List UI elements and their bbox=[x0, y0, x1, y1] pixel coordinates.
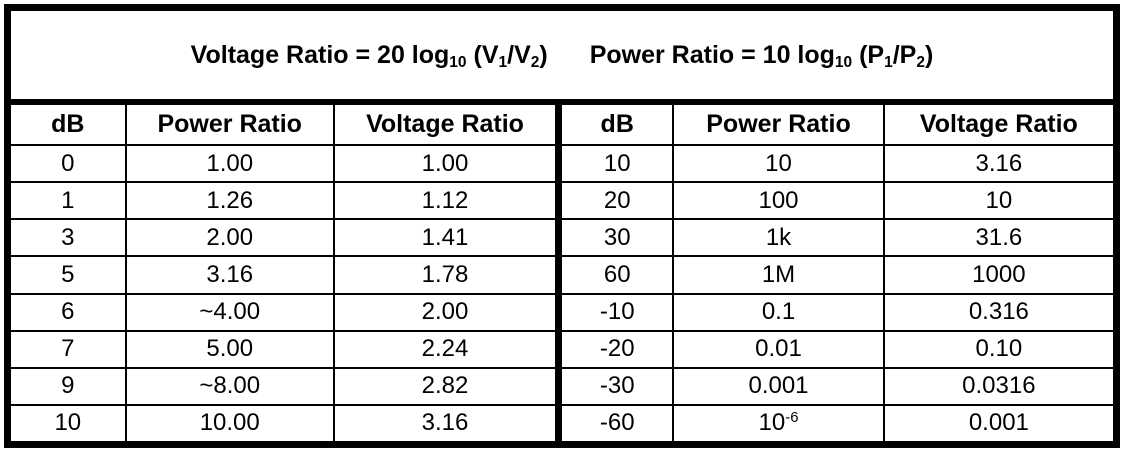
table-cell: 0.01 bbox=[672, 329, 885, 369]
table-cell: 2.24 bbox=[332, 329, 560, 369]
table-cell: 10 bbox=[11, 403, 127, 441]
table-cell: 1k bbox=[672, 218, 885, 258]
table-cell: 0.1 bbox=[672, 292, 885, 332]
table-cell: 20 bbox=[555, 181, 675, 221]
table-cell: 0.001 bbox=[672, 366, 885, 406]
table-cell: 3.16 bbox=[882, 143, 1113, 184]
table-cell: 3 bbox=[11, 218, 127, 258]
column-header: Power Ratio bbox=[672, 105, 885, 146]
table-cell: 10 bbox=[882, 181, 1113, 221]
table-cell: 100 bbox=[672, 181, 885, 221]
table-body: 0 1.00 1.00 10 10 3.16 1 1.26 1.12 20 100 10 3 2.00 1.… bbox=[11, 143, 1113, 441]
outer-frame: Voltage Ratio = 20 log10 (V1/V2) Power R… bbox=[4, 4, 1120, 448]
column-header: Voltage Ratio bbox=[882, 105, 1113, 146]
table-cell: 0.0316 bbox=[882, 366, 1113, 406]
table-cell: 0 bbox=[11, 143, 127, 184]
table-cell: 10.00 bbox=[124, 403, 335, 441]
voltage-ratio-formula: Voltage Ratio = 20 log10 (V1/V2) bbox=[190, 40, 548, 71]
table-cell: 1000 bbox=[882, 255, 1113, 295]
table-cell: 1.41 bbox=[332, 218, 560, 258]
table-cell: 5.00 bbox=[124, 329, 335, 369]
table-cell: 10 bbox=[555, 143, 675, 184]
table-row: 10 10.00 3.16 -60 10-6 0.001 bbox=[11, 403, 1113, 441]
table-cell: 60 bbox=[555, 255, 675, 295]
table-cell: 30 bbox=[555, 218, 675, 258]
table-header-row-container: dB Power Ratio Voltage Ratio dB Power Ratio V… bbox=[11, 105, 1113, 146]
table-cell: 31.6 bbox=[882, 218, 1113, 258]
table-cell: 3.16 bbox=[332, 403, 560, 441]
table-cell: 2.82 bbox=[332, 366, 560, 406]
table-cell: ~8.00 bbox=[124, 366, 335, 406]
table-row: 7 5.00 2.24 -20 0.01 0.10 bbox=[11, 329, 1113, 369]
table-cell: 2.00 bbox=[124, 218, 335, 258]
table-cell: -10 bbox=[555, 292, 675, 332]
table-cell: 1.00 bbox=[332, 143, 560, 184]
power-ratio-formula: Power Ratio = 10 log10 (P1/P2) bbox=[589, 40, 934, 71]
table-cell: 2.00 bbox=[332, 292, 560, 332]
table-cell: 1 bbox=[11, 181, 127, 221]
table-cell: 6 bbox=[11, 292, 127, 332]
table-cell: 1.00 bbox=[124, 143, 335, 184]
title-area: Voltage Ratio = 20 log10 (V1/V2) Power R… bbox=[11, 11, 1113, 99]
table-cell: 10-6 bbox=[672, 403, 885, 441]
table-cell: 0.316 bbox=[882, 292, 1113, 332]
table-cell: 1M bbox=[672, 255, 885, 295]
table-cell: 1.26 bbox=[124, 181, 335, 221]
table-row: 5 3.16 1.78 60 1M 1000 bbox=[11, 255, 1113, 295]
table-cell: -20 bbox=[555, 329, 675, 369]
column-header: Power Ratio bbox=[124, 105, 335, 146]
table-cell: 9 bbox=[11, 366, 127, 406]
table-row: 3 2.00 1.41 30 1k 31.6 bbox=[11, 218, 1113, 258]
table-cell: 5 bbox=[11, 255, 127, 295]
table-row: 9 ~8.00 2.82 -30 0.001 0.0316 bbox=[11, 366, 1113, 406]
table-cell: 10 bbox=[672, 143, 885, 184]
table-cell: 3.16 bbox=[124, 255, 335, 295]
table-cell: ~4.00 bbox=[124, 292, 335, 332]
table-cell: 1.12 bbox=[332, 181, 560, 221]
column-header: Voltage Ratio bbox=[332, 105, 560, 146]
table-cell: -60 bbox=[555, 403, 675, 441]
table-cell: -30 bbox=[555, 366, 675, 406]
table-cell: 0.10 bbox=[882, 329, 1113, 369]
table-cell: 7 bbox=[11, 329, 127, 369]
table-cell: 0.001 bbox=[882, 403, 1113, 441]
table-cell: 1.78 bbox=[332, 255, 560, 295]
column-header: dB bbox=[11, 105, 127, 146]
table-row: 0 1.00 1.00 10 10 3.16 bbox=[11, 143, 1113, 184]
column-header: dB bbox=[555, 105, 675, 146]
table-row: 1 1.26 1.12 20 100 10 bbox=[11, 181, 1113, 221]
table-header-row: dB Power Ratio Voltage Ratio dB Power Ratio V… bbox=[11, 105, 1113, 146]
table-area: dB Power Ratio Voltage Ratio dB Power Ratio V… bbox=[11, 99, 1113, 441]
table-row: 6 ~4.00 2.00 -10 0.1 0.316 bbox=[11, 292, 1113, 332]
db-conversion-table: dB Power Ratio Voltage Ratio dB Power Ratio V… bbox=[11, 105, 1113, 441]
